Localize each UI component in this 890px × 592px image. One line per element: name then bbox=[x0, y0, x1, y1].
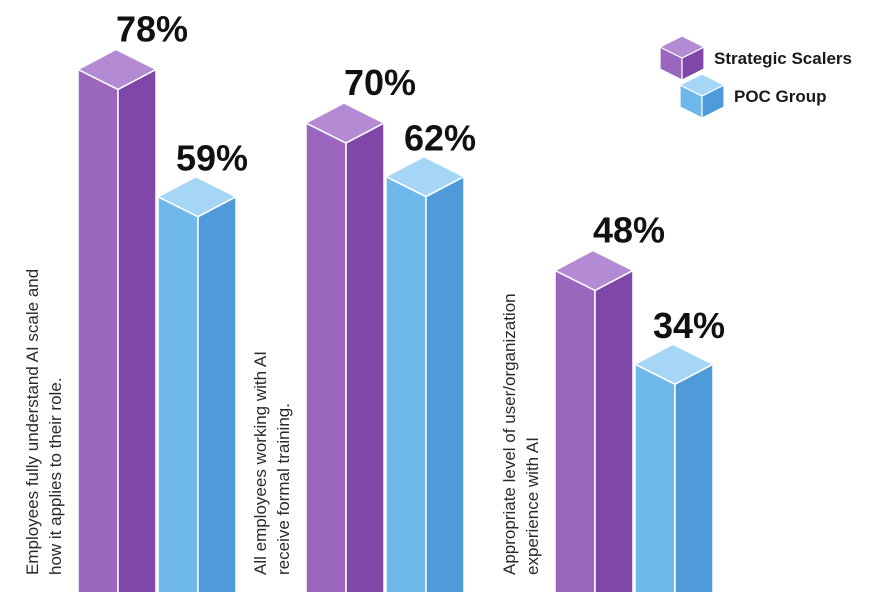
value-label-poc-group: 34% bbox=[653, 305, 725, 346]
bar-strategic-scalers-side-face bbox=[117, 68, 157, 592]
bar-poc-group-front-face bbox=[157, 195, 199, 592]
bar-strategic-scalers-side-face bbox=[594, 269, 634, 592]
bar-poc-group bbox=[633, 343, 715, 592]
bars-layer bbox=[76, 48, 715, 592]
category-label: Employees fully understand AI scale and h… bbox=[23, 269, 65, 575]
value-label-strategic-scalers: 48% bbox=[593, 209, 665, 250]
bar-poc-group-top-face bbox=[156, 175, 238, 218]
bar-strategic-scalers-side-face bbox=[345, 121, 385, 592]
bar-strategic-scalers bbox=[304, 102, 386, 592]
category-label-line: Employees fully understand AI scale and bbox=[23, 269, 42, 575]
bar-strategic-scalers-front-face bbox=[554, 269, 596, 592]
category-label-line: All employees working with AI bbox=[251, 351, 270, 575]
bar-poc-group bbox=[384, 155, 466, 592]
value-label-strategic-scalers: 70% bbox=[344, 62, 416, 103]
value-label-poc-group: 59% bbox=[176, 138, 248, 179]
legend-label-poc-group: POC Group bbox=[734, 87, 827, 106]
bar-poc-group-side-face bbox=[197, 195, 237, 592]
bar-strategic-scalers bbox=[76, 48, 158, 592]
bar-poc-group bbox=[156, 175, 238, 592]
legend: Strategic Scalers POC Group bbox=[658, 35, 852, 119]
category-label-line: receive formal training. bbox=[274, 403, 293, 575]
category-label-line: how it applies to their role. bbox=[46, 378, 65, 576]
category-label: Appropriate level of user/organization ex… bbox=[500, 293, 542, 575]
bar-poc-group-front-face bbox=[385, 175, 427, 592]
category-label: All employees working with AI receive for… bbox=[251, 351, 293, 575]
value-labels-layer: 78% 59% 70% 62% 48% 34% bbox=[116, 8, 725, 346]
bar-strategic-scalers-front-face bbox=[305, 121, 347, 592]
bar-poc-group-side-face bbox=[674, 362, 714, 592]
category-label-line: Appropriate level of user/organization bbox=[500, 293, 519, 575]
bar-poc-group-front-face bbox=[634, 362, 676, 592]
legend-swatch-strategic-scalers bbox=[658, 35, 706, 81]
bar-strategic-scalers-front-face bbox=[77, 68, 119, 592]
legend-swatch-poc-group bbox=[678, 73, 726, 119]
bar-strategic-scalers-top-face bbox=[304, 102, 386, 144]
bar-poc-group-side-face bbox=[425, 175, 465, 592]
value-label-strategic-scalers: 78% bbox=[116, 8, 188, 49]
value-label-poc-group: 62% bbox=[404, 118, 476, 159]
bar-strategic-scalers bbox=[553, 249, 635, 592]
legend-label-strategic-scalers: Strategic Scalers bbox=[714, 49, 852, 68]
bar-strategic-scalers-top-face bbox=[553, 249, 635, 292]
bar-strategic-scalers-top-face bbox=[76, 48, 158, 91]
bar-poc-group-top-face bbox=[633, 343, 715, 386]
category-label-line: experience with AI bbox=[523, 437, 542, 575]
bar-poc-group-top-face bbox=[384, 155, 466, 198]
category-labels-layer: Employees fully understand AI scale and h… bbox=[23, 269, 542, 575]
